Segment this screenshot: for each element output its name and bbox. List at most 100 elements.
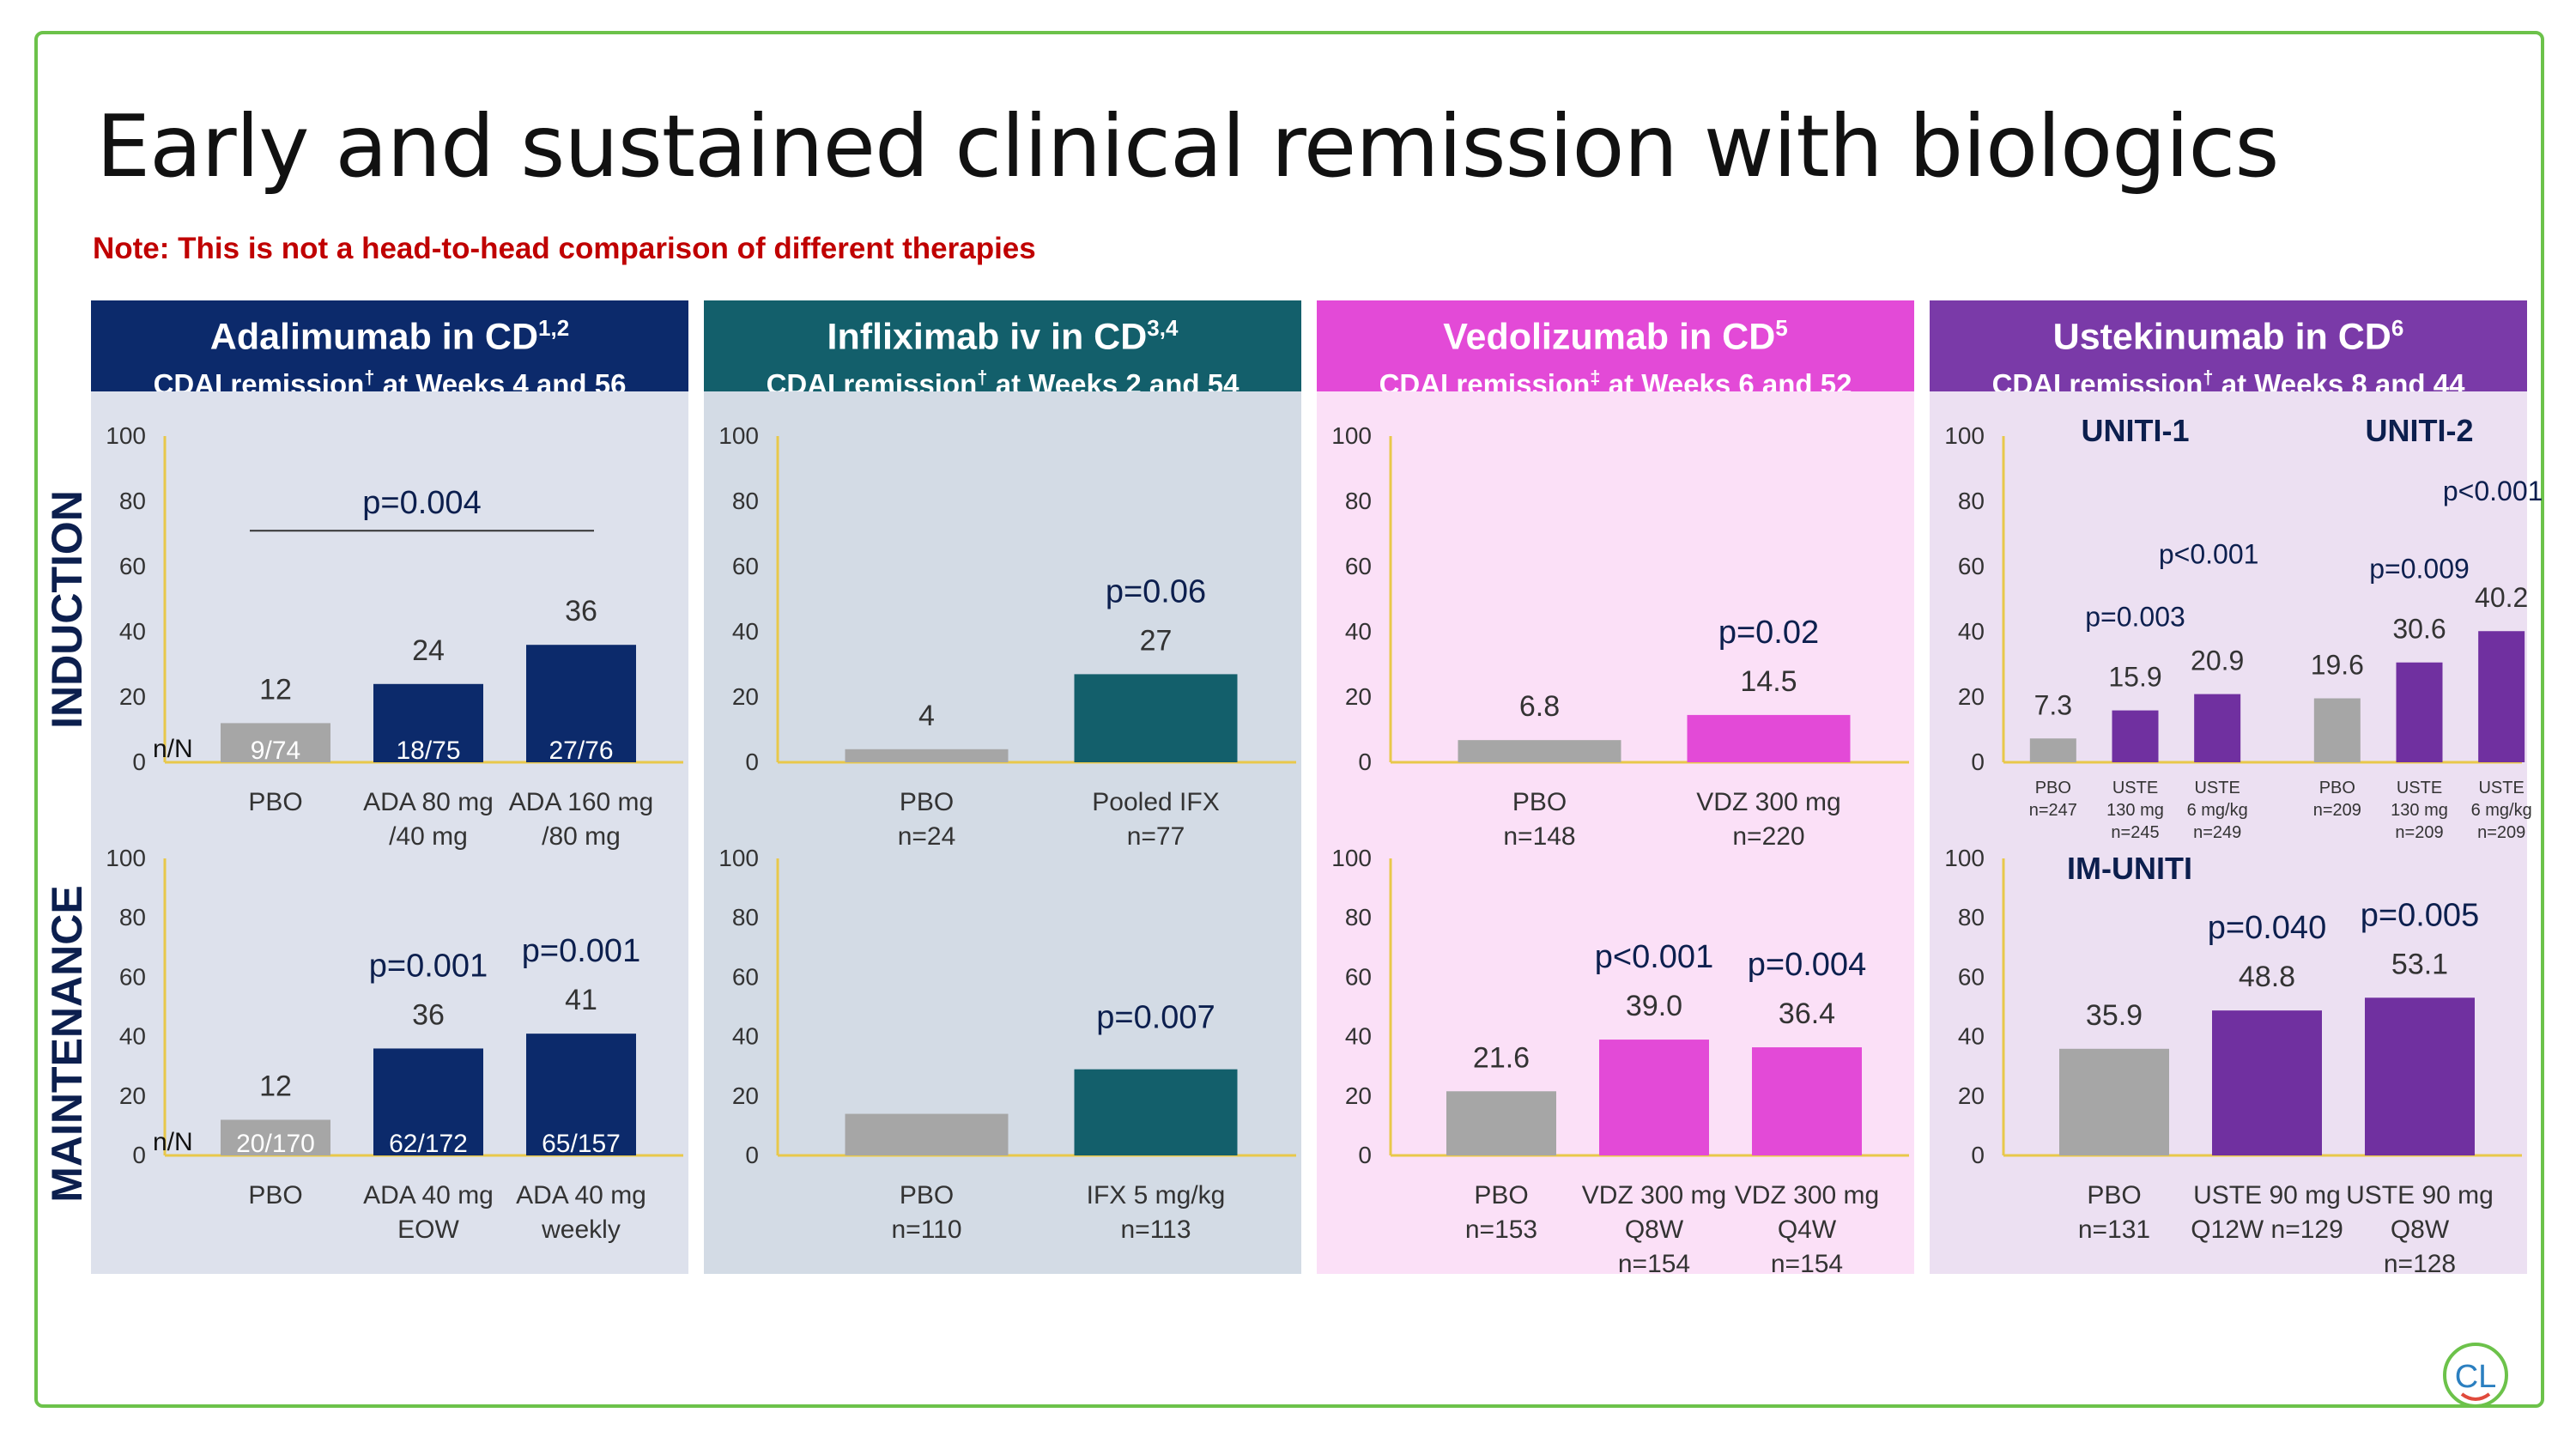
category-label: USTE bbox=[2194, 779, 2240, 797]
category-label: VDZ 300 mg bbox=[1696, 788, 1840, 816]
panel-title: Infliximab iv in CD3,4 bbox=[704, 304, 1301, 361]
data-label: 39.0 bbox=[1626, 990, 1682, 1022]
y-tick-label: 60 bbox=[119, 553, 146, 579]
data-label: 48.8 bbox=[2239, 961, 2295, 993]
category-label: PBO bbox=[2035, 779, 2071, 797]
p-value-label: p=0.003 bbox=[2085, 602, 2185, 633]
p-value-label: p=0.040 bbox=[2208, 910, 2326, 946]
y-tick-label: 80 bbox=[119, 488, 146, 514]
bar bbox=[2478, 631, 2525, 762]
data-label: 19.6 bbox=[2311, 650, 2364, 681]
y-tick-label: 40 bbox=[1345, 1023, 1372, 1050]
data-label: 14.5 bbox=[1740, 665, 1797, 698]
panel-title: Vedolizumab in CD5 bbox=[1317, 304, 1914, 361]
footnote-mark: ‡ bbox=[1590, 367, 1601, 389]
category-label: PBO bbox=[1512, 788, 1567, 816]
y-tick-label: 20 bbox=[1345, 683, 1372, 710]
panel-title-text: Adalimumab in CD bbox=[209, 316, 539, 358]
data-label: 7.3 bbox=[2034, 689, 2072, 720]
y-tick-label: 60 bbox=[732, 963, 759, 990]
category-label: n=209 bbox=[2313, 801, 2361, 820]
bar-count-label: 65/157 bbox=[542, 1130, 621, 1158]
svg-text:CL: CL bbox=[2455, 1359, 2497, 1395]
bar bbox=[2313, 698, 2361, 762]
y-tick-label: 0 bbox=[132, 749, 146, 775]
p-value-label: p=0.001 bbox=[522, 933, 640, 969]
category-label: Q4W bbox=[1778, 1216, 1837, 1244]
footnote-mark: † bbox=[364, 367, 375, 389]
chart-induction-2: 0 20 40 60 80 100 4 PBO n=24 27 Pooled IFX n=77 p=0.… bbox=[718, 422, 1296, 851]
slide-title: Early and sustained clinical remission w… bbox=[96, 96, 2279, 197]
category-label: ADA 40 mg bbox=[516, 1181, 646, 1210]
y-tick-label: 60 bbox=[1958, 553, 1985, 579]
slide-frame bbox=[34, 31, 2544, 1408]
bar bbox=[373, 1048, 483, 1155]
y-tick-label: 20 bbox=[732, 683, 759, 710]
bar bbox=[526, 645, 636, 762]
panel-title: Adalimumab in CD1,2 bbox=[91, 304, 688, 361]
category-label: n=249 bbox=[2193, 823, 2241, 842]
bar bbox=[1074, 674, 1238, 762]
category-label: VDZ 300 mg bbox=[1735, 1181, 1879, 1210]
panel-title-superscript: 6 bbox=[2391, 315, 2404, 341]
chart-maintenance-2: 0 20 40 60 80 100 PBO n=110 IFX 5 mg/kg n=113 p=0.… bbox=[718, 845, 1296, 1244]
category-label: n=209 bbox=[2477, 823, 2525, 842]
study-label: UNITI-1 bbox=[2082, 413, 2190, 448]
category-label: PBO bbox=[248, 1181, 302, 1210]
p-value-label: p=0.001 bbox=[369, 948, 488, 984]
y-tick-label: 40 bbox=[119, 618, 146, 645]
category-label: USTE bbox=[2478, 779, 2524, 797]
category-label: USTE bbox=[2397, 779, 2442, 797]
y-tick-label: 20 bbox=[1958, 1082, 1985, 1109]
panel-title: Ustekinumab in CD6 bbox=[1930, 304, 2527, 361]
disclaimer-note: Note: This is not a head-to-head compari… bbox=[93, 232, 1036, 265]
chart-maintenance-3: 0 20 40 60 80 100 21.6 PBO n=153 39.0 VDZ 300 mg Q8… bbox=[1331, 845, 1909, 1278]
bar bbox=[1446, 1091, 1556, 1155]
bar bbox=[1458, 740, 1621, 762]
category-label: n=77 bbox=[1127, 822, 1185, 851]
y-tick-label: 80 bbox=[1958, 904, 1985, 931]
y-tick-label: 0 bbox=[1971, 749, 1985, 775]
y-tick-label: 100 bbox=[718, 845, 759, 871]
panel-title-text: Ustekinumab in CD bbox=[2052, 316, 2391, 358]
study-label: IM-UNITI bbox=[2067, 851, 2192, 886]
p-value-label: p=0.009 bbox=[2369, 554, 2470, 585]
bar bbox=[1752, 1047, 1862, 1155]
category-label: Q8W bbox=[2391, 1216, 2450, 1244]
y-tick-label: 40 bbox=[119, 1023, 146, 1050]
bar-count-label: 27/76 bbox=[549, 737, 613, 765]
bar bbox=[2112, 710, 2159, 762]
data-label: 12 bbox=[259, 673, 292, 706]
data-label: 4 bbox=[918, 700, 935, 732]
bar-count-label: 20/170 bbox=[236, 1130, 315, 1158]
footnote-mark: † bbox=[2203, 367, 2214, 389]
y-tick-label: 60 bbox=[1958, 963, 1985, 990]
y-tick-label: 0 bbox=[1971, 1142, 1985, 1168]
p-value-label: p=0.005 bbox=[2361, 897, 2479, 933]
category-label: n=110 bbox=[891, 1216, 961, 1244]
category-label: PBO bbox=[2087, 1181, 2141, 1210]
y-tick-label: 60 bbox=[119, 963, 146, 990]
data-label: 40.2 bbox=[2475, 582, 2528, 613]
y-tick-label: 80 bbox=[732, 904, 759, 931]
category-label: Q12W n=129 bbox=[2191, 1216, 2343, 1244]
p-value-label: p=0.06 bbox=[1106, 573, 1206, 609]
chart-induction-3: 0 20 40 60 80 100 6.8 PBO n=148 14.5 VDZ 300 mg n=2… bbox=[1331, 422, 1909, 851]
category-label: USTE bbox=[2112, 779, 2158, 797]
y-tick-label: 80 bbox=[732, 488, 759, 514]
data-label: 27 bbox=[1140, 624, 1173, 657]
chart-induction-4: 0 20 40 60 80 100 7.3 PBO n=247 15.9 USTE 130 mg n=2… bbox=[1944, 413, 2543, 842]
category-label: Pooled IFX bbox=[1092, 788, 1219, 816]
category-label: n=220 bbox=[1732, 822, 1804, 851]
panel-title-superscript: 5 bbox=[1775, 315, 1788, 341]
y-tick-label: 100 bbox=[718, 422, 759, 449]
category-label: n=209 bbox=[2395, 823, 2443, 842]
data-label: 15.9 bbox=[2108, 662, 2161, 693]
category-label: 130 mg bbox=[2106, 801, 2164, 820]
p-value-label: p=0.004 bbox=[1748, 947, 1866, 983]
category-label: n=247 bbox=[2029, 801, 2077, 820]
panel-title-text: Infliximab iv in CD bbox=[827, 316, 1148, 358]
bar bbox=[2212, 1010, 2322, 1155]
bar bbox=[2396, 662, 2443, 762]
